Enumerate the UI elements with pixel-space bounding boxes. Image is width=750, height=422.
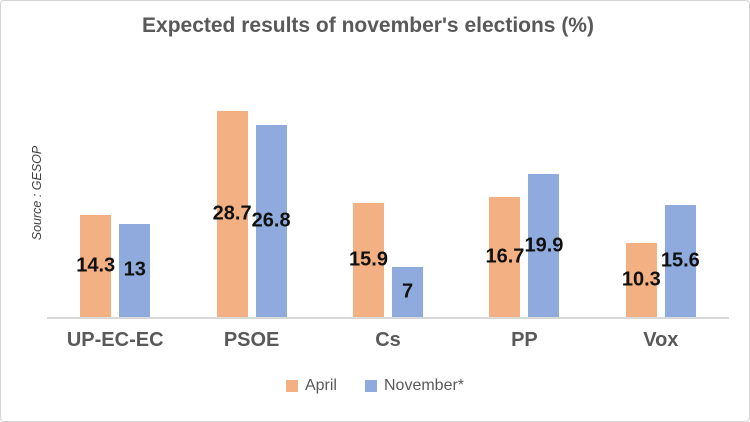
data-label-april-vox: 10.3: [621, 268, 661, 291]
x-axis-label-psoe: PSOE: [223, 329, 280, 351]
bar-april-psoe: 28.7: [213, 111, 252, 317]
data-label-april-up-ec-ec: 14.3: [76, 254, 116, 277]
data-label-april-psoe: 28.7: [212, 202, 252, 225]
bar-group-vox: 10.3 15.6: [593, 102, 729, 317]
data-label-november-vox: 15.6: [660, 249, 700, 272]
bar-november-vox: 15.6: [661, 205, 700, 317]
bar-april-up-ec-ec: 14.3: [76, 214, 115, 317]
bar-april-cs: 15.9: [349, 203, 388, 317]
bar-group-up-ec-ec: 14.3 13: [47, 102, 183, 317]
bar-november-cs: 7: [392, 266, 424, 317]
data-label-april-cs: 15.9: [349, 248, 388, 271]
bar-november-up-ec-ec: 13: [119, 223, 151, 317]
data-label-april-pp: 16.7: [485, 245, 525, 268]
bar-group-cs: 15.9 7: [320, 102, 456, 317]
x-axis-label-vox: Vox: [643, 329, 679, 351]
x-axis-labels: UP-EC-EC PSOE Cs PP Vox: [47, 329, 729, 352]
data-label-november-pp: 19.9: [524, 234, 564, 257]
legend: April November*: [1, 377, 749, 395]
legend-swatch-november: [364, 380, 377, 392]
legend-item-november: November*: [364, 377, 465, 395]
x-axis-label-pp: PP: [511, 329, 538, 351]
plot-area: 14.3 13 28.7 26.8 15.9 7 16.7 19.9 10.3 15.6: [47, 102, 729, 319]
bar-group-pp: 16.7 19.9: [456, 102, 592, 317]
legend-label-april: April: [304, 377, 337, 394]
bar-group-psoe: 28.7 26.8: [183, 102, 319, 317]
bar-april-vox: 10.3: [622, 243, 661, 317]
bar-november-pp: 19.9: [524, 174, 563, 317]
legend-label-november: November*: [383, 377, 465, 394]
bar-november-psoe: 26.8: [252, 124, 291, 317]
bar-april-pp: 16.7: [485, 197, 524, 317]
data-label-november-up-ec-ec: 13: [123, 258, 146, 281]
data-label-november-cs: 7: [401, 280, 414, 303]
source-label: Source : GESOP: [30, 145, 44, 241]
data-label-november-psoe: 26.8: [251, 209, 291, 232]
chart-title: Expected results of november's elections…: [142, 14, 594, 37]
legend-item-april: April: [285, 377, 337, 395]
legend-swatch-april: [285, 380, 298, 392]
x-axis-label-cs: Cs: [375, 329, 401, 351]
x-axis-label-up-ec-ec: UP-EC-EC: [66, 329, 164, 351]
